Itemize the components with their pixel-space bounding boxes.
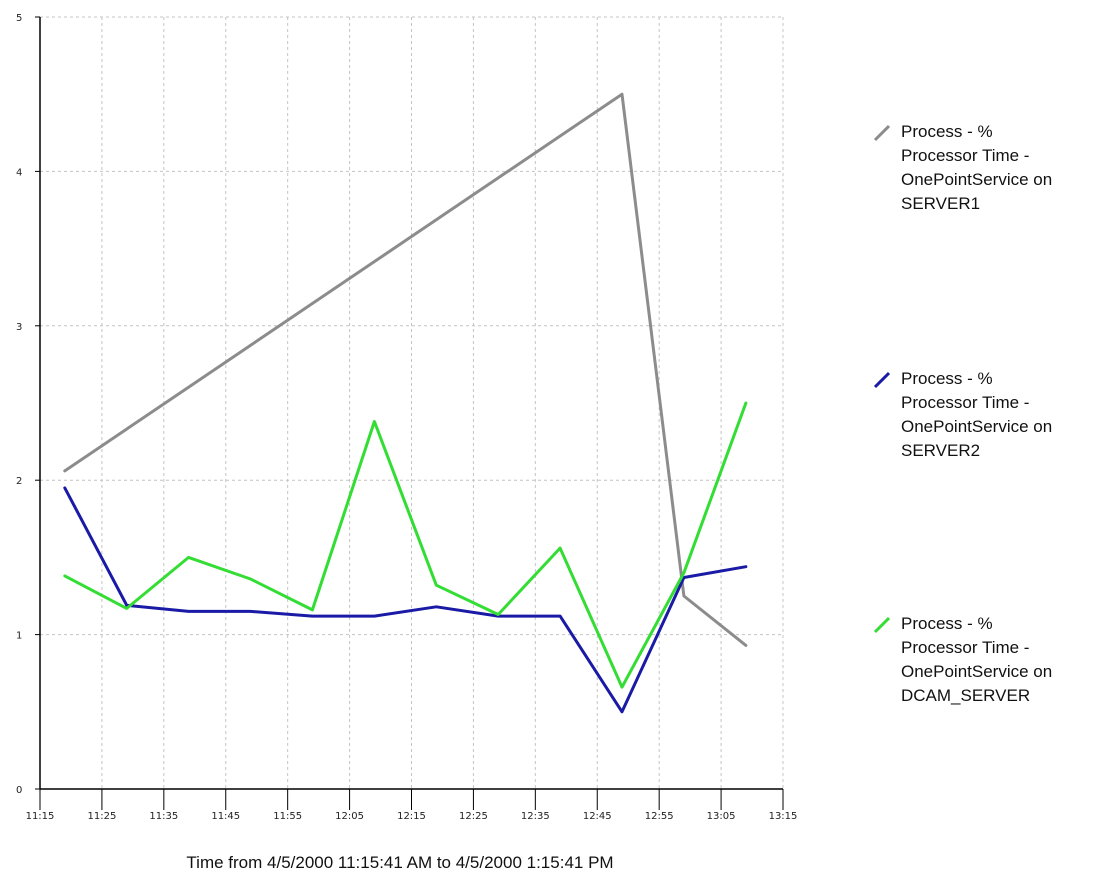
series-line-server1: [63, 92, 748, 647]
x-tick-label-1215: 12:15: [397, 811, 426, 822]
legend-swatch-dcam-server: [873, 616, 891, 634]
x-tick-label-1155: 11:55: [273, 811, 302, 822]
y-axis-ticks: 0 1 2 3 4 5: [16, 13, 40, 796]
x-tick-label-1245: 12:45: [583, 811, 612, 822]
grid: [40, 16, 784, 789]
x-tick-label-1205: 12:05: [335, 811, 364, 822]
x-tick-label-1145: 11:45: [211, 811, 240, 822]
series-lines: [63, 92, 748, 714]
y-tick-label-5: 5: [16, 13, 22, 24]
x-axis-ticks: 11:15 11:25 11:35 11:45 11:55 12:05 12:15 12:25…: [26, 789, 798, 822]
x-axis-label: Time from 4/5/2000 11:15:41 AM to 4/5/20…: [186, 853, 613, 872]
legend-label-server1: Process - % Processor Time - OnePointSer…: [901, 122, 1053, 213]
legend-label-dcam-server: Process - % Processor Time - OnePointSer…: [901, 614, 1053, 705]
y-tick-label-0: 0: [16, 785, 22, 796]
legend-swatch-server1: [873, 124, 891, 142]
x-tick-label-1225: 12:25: [459, 811, 488, 822]
legend-label-server2: Process - % Processor Time - OnePointSer…: [901, 369, 1053, 460]
series-line-server2: [63, 486, 748, 714]
x-tick-label-1135: 11:35: [149, 811, 178, 822]
x-tick-label-1235: 12:35: [521, 811, 550, 822]
y-tick-label-4: 4: [16, 167, 22, 178]
y-tick-label-3: 3: [16, 322, 22, 333]
x-tick-label-1125: 11:25: [88, 811, 117, 822]
y-tick-label-2: 2: [16, 476, 22, 487]
x-tick-label-1255: 12:55: [645, 811, 674, 822]
x-tick-label-1315: 13:15: [769, 811, 798, 822]
x-tick-label-1115: 11:15: [26, 811, 55, 822]
series-line-dcam-server: [63, 401, 748, 689]
x-tick-label-1305: 13:05: [707, 811, 736, 822]
legend-swatch-server2: [873, 371, 891, 389]
y-tick-label-1: 1: [16, 631, 22, 642]
